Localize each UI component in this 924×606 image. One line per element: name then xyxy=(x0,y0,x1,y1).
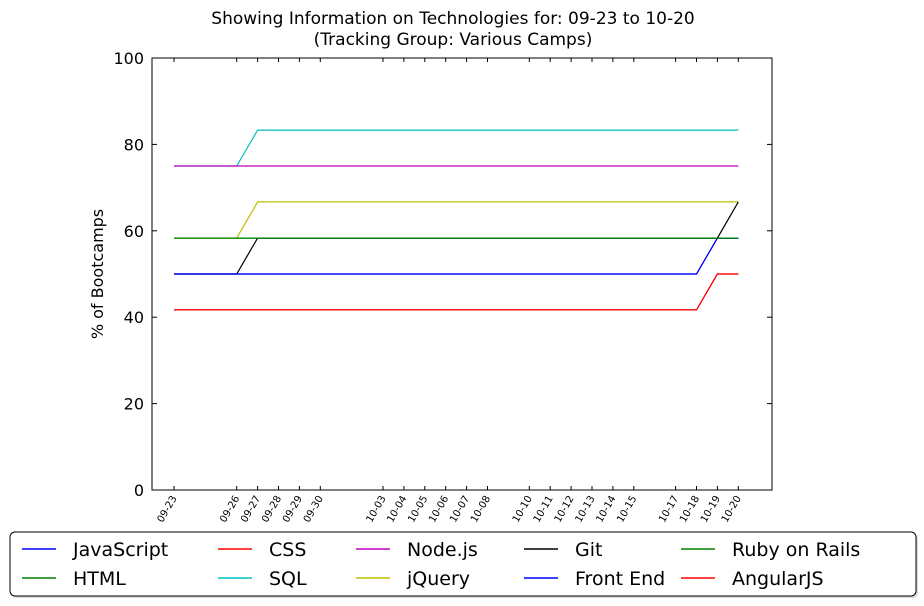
legend-label: jQuery xyxy=(406,568,470,590)
x-tick-label: 10-10 xyxy=(511,494,535,525)
x-tick-label: 10-05 xyxy=(406,494,430,525)
y-tick-label: 0 xyxy=(134,481,144,500)
series-line-jquery xyxy=(174,201,739,239)
x-tick-label: 10-07 xyxy=(448,494,472,525)
x-tick-label: 09-28 xyxy=(260,494,284,525)
plot-area: 0 20 40 60 80 100 09-23 09-2609-2709-2809-2909-… xyxy=(113,49,772,525)
x-tick-label: 10-15 xyxy=(615,494,639,525)
x-tick-label: 09-30 xyxy=(302,494,326,525)
y-tick-label: 20 xyxy=(124,395,144,414)
x-tick-label: 10-03 xyxy=(365,494,389,525)
x-tick-label: 10-17 xyxy=(657,494,681,525)
x-tick-label: 10-06 xyxy=(427,494,451,525)
series-line-sql xyxy=(174,129,739,167)
x-tick-label: 10-11 xyxy=(532,494,556,525)
y-axis-label: % of Bootcamps xyxy=(88,209,107,339)
y-tick-label: 100 xyxy=(113,49,144,68)
legend-label: CSS xyxy=(269,539,306,561)
y-tick-label: 40 xyxy=(124,308,144,327)
chart-subtitle: (Tracking Group: Various Camps) xyxy=(314,30,593,50)
x-tick-label: 10-13 xyxy=(574,494,598,525)
legend-label: AngularJS xyxy=(732,568,824,590)
x-tick-label: 09-23 xyxy=(156,494,180,525)
legend-label: Ruby on Rails xyxy=(732,539,860,561)
legend-label: HTML xyxy=(73,568,126,590)
x-tick-label: 10-14 xyxy=(594,494,618,525)
x-tick-label: 10-12 xyxy=(553,494,577,525)
series-line-javascript xyxy=(174,237,739,275)
legend-label: SQL xyxy=(269,568,307,590)
legend-label: Front End xyxy=(575,568,665,590)
chart-title: Showing Information on Technologies for:… xyxy=(211,9,694,29)
x-tick-label: 10-20 xyxy=(720,494,744,525)
legend-label: Node.js xyxy=(407,539,478,561)
x-tick-label: 10-04 xyxy=(385,494,409,525)
x-tick-label: 10-08 xyxy=(469,494,493,525)
y-tick-label: 60 xyxy=(124,222,144,241)
x-tick-label: 10-19 xyxy=(699,494,723,525)
legend-frame xyxy=(9,531,917,597)
plot-frame xyxy=(151,57,773,491)
legend-label: JavaScript xyxy=(72,539,168,561)
series-line-angularjs xyxy=(174,273,739,311)
x-tick-label: 09-29 xyxy=(281,494,305,525)
series-line-front-end xyxy=(174,237,739,275)
x-tick-label: 09-26 xyxy=(218,494,242,525)
series-line-css xyxy=(174,273,739,311)
y-tick-label: 80 xyxy=(124,135,144,154)
x-tick-label: 09-27 xyxy=(239,494,263,525)
x-tick-label: 10-18 xyxy=(678,494,702,525)
legend-label: Git xyxy=(575,539,602,561)
legend: JavaScript HTML CSS SQL Node.js jQuery Git Fron… xyxy=(9,531,918,598)
